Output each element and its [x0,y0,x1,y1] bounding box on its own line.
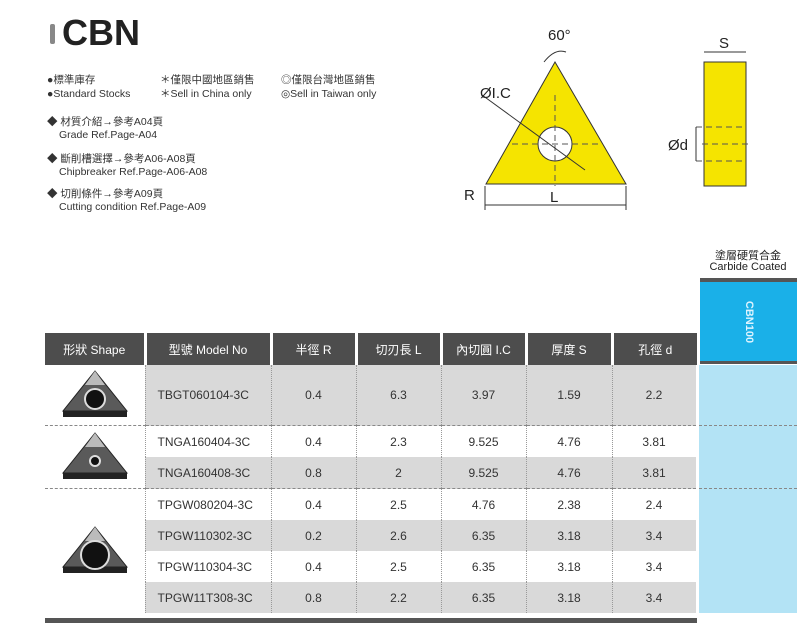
grade-availability-cell [695,488,797,520]
r-cell: 0.4 [270,365,356,426]
shape-cell [45,425,145,489]
grade-availability-cell [695,425,797,457]
model-cell: TNGA160408-3C [144,457,271,489]
table-row: TPGW080204-3C 0.4 2.5 4.76 2.38 2.4 [45,488,797,613]
s-cell: 2.38 [525,488,612,520]
grade-header: CBN100 [700,278,797,364]
header-r: 半徑 R [269,333,356,365]
table-row: TPGW110302-3C 0.2 2.6 6.35 3.18 3.4 [45,520,797,551]
svg-text:ØI.C: ØI.C [480,85,511,102]
l-cell: 6.3 [355,365,441,426]
ic-cell: 6.35 [440,520,526,551]
note-cutting: ◆ 切削條件→參考A09頁 Cutting condition Ref.Page-… [47,188,207,213]
grade-availability-cell [695,582,797,613]
d-cell: 2.2 [611,365,697,426]
model-cell: TPGW110302-3C [144,520,271,551]
r-cell: 0.2 [270,520,356,551]
insert-photo-icon [61,369,128,417]
header-l: 切刃長 L [354,333,441,365]
triangle-insert [485,60,627,185]
grade-availability-cell [695,457,797,489]
model-cell: TPGW110304-3C [144,551,271,582]
model-cell: TPGW11T308-3C [144,582,271,613]
angle-label: 60° [548,27,571,44]
s-cell: 3.18 [525,582,612,613]
table-row: TPGW110304-3C 0.4 2.5 6.35 3.18 3.4 [45,551,797,582]
svg-text:L: L [550,189,558,206]
product-table: 形狀 Shape 型號 Model No 半徑 R 切刃長 L 內切圓 I.C … [45,333,797,613]
grade-availability-cell [695,365,797,426]
svg-text:S: S [719,35,729,52]
note-grade: ◆ 材質介紹→參考A04頁 Grade Ref.Page-A04 [47,116,164,141]
insert-photo-icon [61,525,128,573]
d-cell: 3.81 [611,425,697,457]
model-cell: TBGT060104-3C [144,365,271,426]
table-row: TPGW11T308-3C 0.8 2.2 6.35 3.18 3.4 [45,582,797,613]
table-header: 形狀 Shape 型號 Model No 半徑 R 切刃長 L 內切圓 I.C … [45,333,797,365]
side-view-insert [703,61,747,187]
table-row: TBGT060104-3C 0.4 6.3 3.97 1.59 2.2 [45,365,797,426]
ic-cell: 6.35 [440,551,526,582]
s-cell: 4.76 [525,457,612,489]
d-cell: 3.81 [611,457,697,489]
ic-cell: 3.97 [440,365,526,426]
s-cell: 4.76 [525,425,612,457]
ic-cell: 9.525 [440,425,526,457]
r-cell: 0.8 [270,457,356,489]
ic-cell: 4.76 [440,488,526,520]
header-model: 型號 Model No [143,333,271,365]
r-cell: 0.8 [270,582,356,613]
grade-availability-cell [695,551,797,582]
table-row: TNGA160408-3C 0.8 2 9.525 4.76 3.81 [45,457,797,489]
d-cell: 3.4 [611,551,697,582]
d-cell: 2.4 [611,488,697,520]
table-bottom-rule [45,618,697,623]
coating-zh: 塗層硬質合金 [715,250,781,262]
r-cell: 0.4 [270,488,356,520]
note-chipbreaker: ◆ 斷削槽選擇→參考A06-A08頁 Chipbreaker Ref.Page-A… [47,153,208,178]
r-cell: 0.4 [270,551,356,582]
shape-cell [45,488,145,613]
header-s: 厚度 S [524,333,612,365]
shape-cell [45,365,145,426]
l-cell: 2.2 [355,582,441,613]
s-cell: 3.18 [525,551,612,582]
ic-cell: 6.35 [440,582,526,613]
l-cell: 2.5 [355,551,441,582]
header-shape: 形狀 Shape [45,333,145,365]
l-cell: 2.6 [355,520,441,551]
s-cell: 3.18 [525,520,612,551]
coating-en: Carbide Coated [709,261,787,273]
r-cell: 0.4 [270,425,356,457]
l-cell: 2 [355,457,441,489]
svg-text:Ød: Ød [668,137,688,154]
header-ic: 內切圓 I.C [439,333,526,365]
s-cell: 1.59 [525,365,612,426]
ic-cell: 9.525 [440,457,526,489]
d-cell: 3.4 [611,520,697,551]
title-accent-bar [50,24,55,44]
model-cell: TPGW080204-3C [144,488,271,520]
page-title: CBN [62,12,140,53]
grade-availability-cell [695,520,797,551]
svg-text:R: R [464,187,475,204]
legend-taiwan: ◎僅限台灣地區銷售 ◎Sell in Taiwan only [281,74,377,100]
d-cell: 3.4 [611,582,697,613]
header-d: 孔徑 d [610,333,697,365]
l-cell: 2.5 [355,488,441,520]
insert-diagram: 60° ØI.C R L S Ød [464,27,752,210]
model-cell: TNGA160404-3C [144,425,271,457]
legend-stock: ●標準庫存 ●Standard Stocks [47,74,131,100]
l-cell: 2.3 [355,425,441,457]
insert-photo-icon [61,431,128,479]
legend-china: ＊僅限中國地區銷售 ＊Sell in China only [160,74,255,100]
table-row: TNGA160404-3C 0.4 2.3 9.525 4.76 3.81 [45,425,797,489]
